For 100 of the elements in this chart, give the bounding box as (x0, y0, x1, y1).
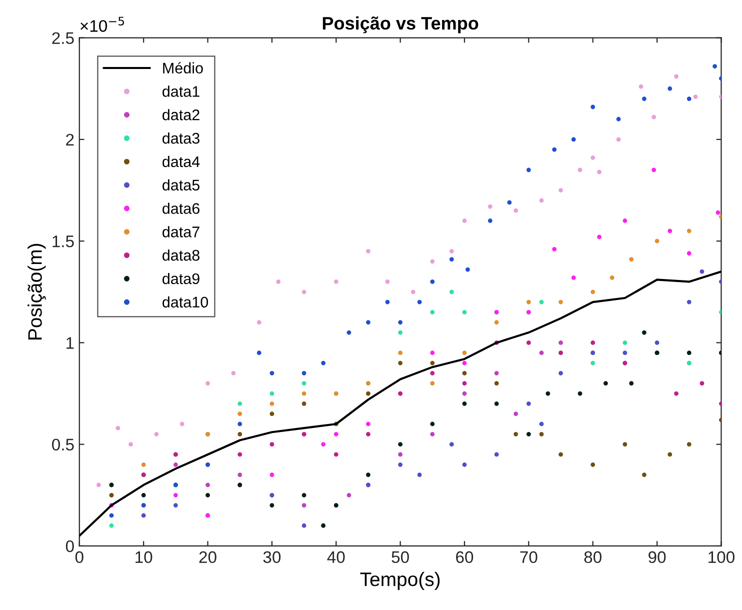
point (462, 462, 467, 467)
point (430, 360, 435, 366)
point (686, 251, 692, 256)
point (462, 218, 467, 223)
point (385, 280, 390, 284)
point (346, 330, 352, 335)
point (302, 391, 306, 396)
x-tick-label: 60 (456, 551, 474, 564)
point (206, 492, 210, 498)
point (642, 330, 646, 335)
point (558, 188, 563, 192)
point (270, 401, 274, 406)
point (270, 472, 274, 478)
point (270, 412, 274, 416)
point (449, 290, 454, 294)
y-tick-label: 0 (66, 540, 74, 552)
point (270, 391, 274, 396)
point (578, 168, 582, 172)
x-tick-label: 50 (392, 551, 409, 564)
point (238, 422, 242, 426)
point (590, 340, 596, 345)
point (398, 360, 403, 366)
point (526, 401, 531, 406)
point (552, 247, 557, 252)
line-series (79, 270, 722, 537)
point (654, 238, 660, 244)
point (398, 350, 403, 356)
point (366, 432, 370, 436)
point (539, 350, 544, 356)
legend-label: data7 (162, 226, 200, 238)
point (668, 228, 672, 234)
point (539, 422, 544, 426)
point (109, 513, 114, 518)
point (321, 442, 326, 447)
point (526, 432, 531, 436)
legend-label: data3 (162, 132, 200, 144)
point (622, 340, 628, 345)
point (430, 370, 435, 376)
x-tick-label: 20 (199, 551, 216, 564)
x-tick-label: 30 (263, 551, 281, 564)
point (638, 84, 644, 89)
point (693, 94, 698, 99)
point (334, 432, 338, 436)
point (334, 452, 338, 457)
point (610, 275, 614, 280)
point (494, 370, 499, 376)
point (590, 360, 596, 366)
x-tick-label: 80 (584, 551, 602, 564)
point (270, 370, 274, 376)
point (526, 300, 531, 304)
point (526, 168, 531, 172)
point (141, 492, 146, 498)
point (385, 300, 390, 304)
point (366, 422, 370, 426)
point (417, 300, 422, 304)
point (622, 218, 628, 223)
text: ×10$^{−5}$ (80, 16, 124, 32)
point (206, 381, 210, 386)
point (366, 249, 370, 254)
point (238, 401, 242, 406)
point (238, 472, 242, 478)
point (578, 391, 582, 396)
point (141, 462, 146, 467)
x-tick-label: 90 (648, 551, 666, 564)
legend-label: data4 (162, 156, 200, 168)
point (597, 234, 602, 240)
point (539, 300, 544, 304)
legend-label: data9 (162, 272, 200, 284)
point (686, 228, 692, 234)
legend-label: data6 (162, 202, 200, 214)
point (238, 452, 242, 457)
point (398, 442, 403, 447)
point (590, 290, 596, 294)
point (539, 198, 544, 203)
y-tick-label: 2 (66, 134, 74, 146)
point (449, 442, 454, 447)
point (558, 340, 563, 345)
x-tick-label: 10 (136, 551, 152, 564)
point (173, 462, 178, 467)
point (321, 360, 326, 366)
point (256, 350, 262, 356)
point (686, 350, 692, 356)
point (539, 432, 544, 436)
point (526, 340, 531, 345)
point (430, 432, 435, 436)
point (366, 472, 370, 478)
point (674, 391, 678, 396)
point (302, 370, 306, 376)
x-tick-label: 40 (327, 551, 345, 564)
point (206, 482, 210, 488)
point (462, 391, 467, 396)
point (398, 320, 403, 325)
point (334, 280, 338, 284)
point (494, 320, 499, 325)
y-tick-label: 0.5 (52, 438, 74, 451)
point (430, 350, 435, 356)
point (449, 257, 454, 262)
point (652, 168, 656, 172)
legend-label: data2 (162, 109, 200, 120)
point (398, 330, 403, 335)
